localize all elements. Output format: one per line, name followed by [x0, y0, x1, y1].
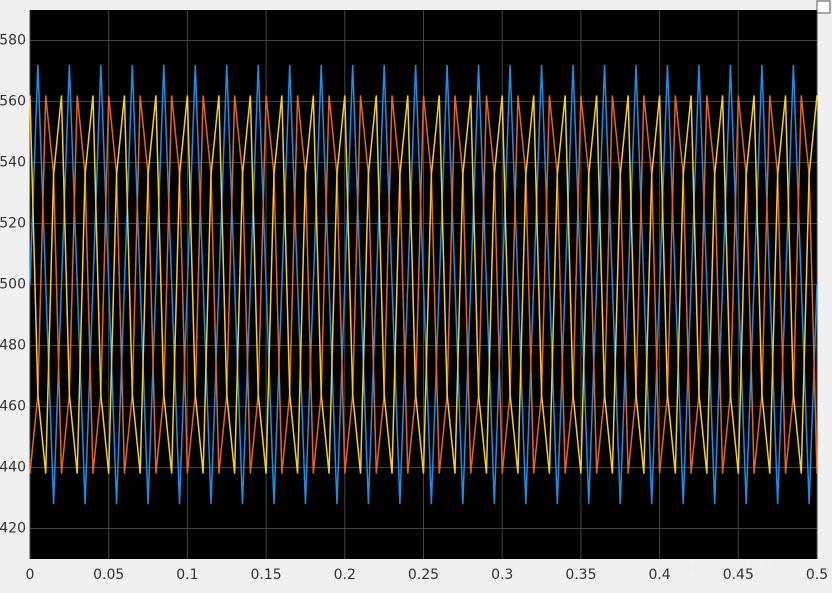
x-tick-label: 0.25 — [408, 567, 439, 583]
y-tick-label: 540 — [0, 155, 26, 171]
y-tick-label: 420 — [0, 521, 26, 537]
x-tick-label: 0.5 — [806, 567, 828, 583]
y-tick-label: 560 — [0, 94, 26, 110]
x-tick-label: 0.35 — [565, 567, 596, 583]
series-line — [29, 95, 818, 474]
x-tick-label: 0.45 — [723, 567, 754, 583]
x-tick-label: 0.05 — [93, 567, 124, 583]
x-tick-label: 0.1 — [176, 567, 198, 583]
x-tick-label: 0.2 — [334, 567, 356, 583]
y-tick-label: 460 — [0, 399, 26, 415]
expand-icon[interactable] — [816, 0, 831, 14]
series-line — [29, 95, 818, 474]
x-tick-label: 0.3 — [491, 567, 513, 583]
watermark: CSDN @小师兄1995 — [655, 560, 801, 578]
y-tick-label: 480 — [0, 338, 26, 354]
y-tick-label: 520 — [0, 216, 26, 232]
lines — [29, 64, 818, 505]
y-tick-label: 500 — [0, 277, 26, 293]
x-tick-label: 0 — [26, 567, 35, 583]
x-tick-label: 0.15 — [251, 567, 282, 583]
y-tick-label: 580 — [0, 33, 26, 49]
y-tick-label: 440 — [0, 460, 26, 476]
series-line — [29, 64, 818, 505]
x-tick-label: 0.4 — [648, 567, 670, 583]
